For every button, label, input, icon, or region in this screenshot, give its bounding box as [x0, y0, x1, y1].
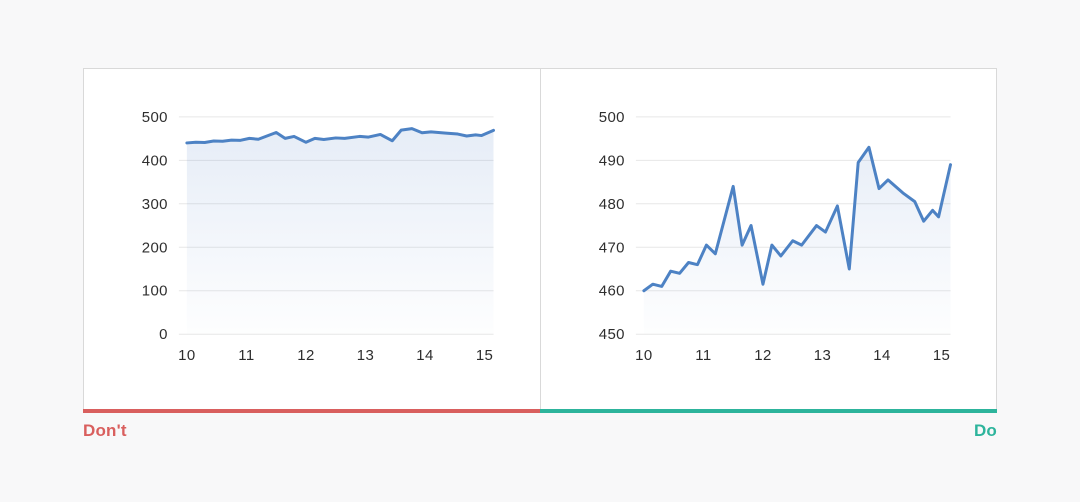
x-tick-label: 12: [754, 347, 771, 364]
dont-line-chart: 0 100 200 300 400 500 10 11 12 13 14 15: [142, 109, 495, 364]
data-line: [641, 145, 952, 293]
underline-bar-row: [83, 409, 997, 413]
x-tick-label: 13: [813, 347, 830, 364]
area-fill: [186, 128, 494, 335]
y-tick-label: 300: [142, 196, 168, 213]
y-tick-label: 470: [598, 239, 624, 256]
y-tick-label: 450: [598, 326, 624, 343]
y-tick-label: 100: [142, 283, 168, 300]
y-tick-label: 480: [598, 196, 624, 213]
y-tick-label: 500: [598, 109, 624, 126]
data-line: [185, 127, 495, 145]
dont-chart-container: 0 100 200 300 400 500 10 11 12 13 14 15: [84, 69, 541, 409]
corner-label-row: Don't Do: [83, 420, 997, 442]
x-tick-label: 14: [873, 347, 890, 364]
x-tick-label: 15: [476, 347, 493, 364]
do-line-chart: 450 460 470 480 490 500 10 11 12 13 14 15: [598, 109, 952, 364]
do-chart-container: 450 460 470 480 490 500 10 11 12 13 14 15: [541, 69, 997, 409]
dont-underline-bar: [83, 409, 540, 413]
y-tick-label: 400: [142, 152, 168, 169]
x-tick-label: 11: [695, 347, 711, 364]
x-tick-label: 10: [178, 347, 195, 364]
do-underline-bar: [540, 409, 997, 413]
y-tick-label: 0: [159, 326, 168, 343]
dont-label: Don't: [83, 421, 127, 440]
y-tick-label: 490: [598, 152, 624, 169]
do-label: Do: [973, 421, 997, 440]
comparison-panel: 0 100 200 300 400 500 10 11 12 13 14 15 450 460 470 48…: [83, 68, 997, 409]
x-tick-label: 10: [635, 347, 652, 364]
x-tick-label: 12: [297, 347, 314, 364]
y-tick-label: 500: [142, 109, 168, 126]
x-tick-label: 13: [357, 347, 374, 364]
y-tick-label: 460: [598, 283, 624, 300]
x-tick-label: 15: [932, 347, 949, 364]
x-tick-label: 14: [416, 347, 433, 364]
area-fill: [643, 147, 950, 335]
x-tick-label: 11: [238, 347, 254, 364]
y-tick-label: 200: [142, 239, 168, 256]
